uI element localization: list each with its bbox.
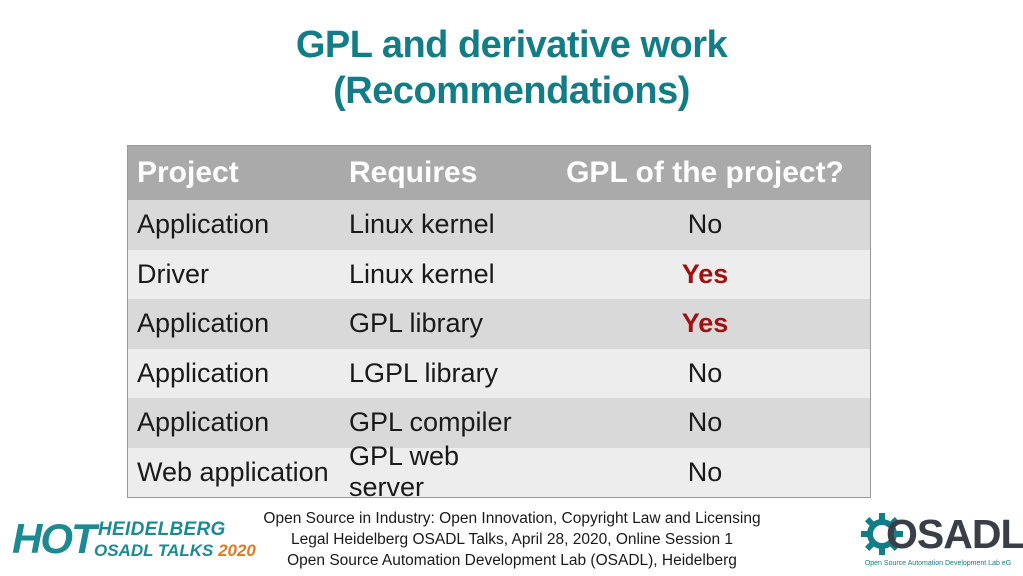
- gear-icon: [861, 513, 903, 555]
- cell-project: Driver: [137, 258, 209, 289]
- slide-footer: Open Source in Industry: Open Innovation…: [250, 508, 774, 571]
- hot-logo-talks: OSADL TALKS 2020: [94, 541, 256, 561]
- cell-gpl: No: [687, 209, 723, 240]
- cell-gpl: No: [687, 357, 723, 388]
- header-project: Project: [137, 156, 239, 189]
- cell-requires: GPL compiler: [349, 407, 512, 438]
- cell-gpl: Yes: [681, 258, 729, 289]
- cell-project: Application: [137, 407, 270, 438]
- table-row: Application LGPL library No: [128, 348, 870, 398]
- hot-logo-letters: HOT: [12, 515, 97, 562]
- table-row: Application GPL library Yes: [128, 299, 870, 349]
- table-row: Web application GPL web server No: [128, 441, 870, 502]
- table-row: Driver Linux kernel Yes: [128, 249, 870, 299]
- header-requires: Requires: [349, 156, 478, 189]
- cell-gpl: Yes: [681, 308, 729, 339]
- osadl-wordmark: OSADL: [886, 511, 1023, 557]
- header-gpl: GPL of the project?: [566, 156, 844, 189]
- footer-line1: Open Source in Industry: Open Innovation…: [263, 510, 761, 527]
- table-header-row: Project Requires GPL of the project?: [128, 146, 870, 200]
- slide-title-line1: GPL and derivative work: [295, 24, 728, 66]
- cell-requires: GPL library: [349, 308, 484, 339]
- slide-title: GPL and derivative work (Recommendations…: [0, 22, 1023, 114]
- heidelberg-hot-logo: HOT HEIDELBERG OSADL TALKS 2020: [12, 515, 256, 563]
- osadl-logo: OSADL Open Source Automation Development…: [858, 506, 1023, 572]
- cell-requires: LGPL library: [349, 357, 499, 388]
- table-row: Application GPL compiler No: [128, 398, 870, 448]
- cell-project: Application: [137, 308, 270, 339]
- recommendations-table: Project Requires GPL of the project? App…: [127, 145, 871, 502]
- footer-line3: Open Source Automation Development Lab (…: [287, 552, 737, 569]
- osadl-tagline: Open Source Automation Development Lab e…: [864, 560, 1012, 567]
- hot-logo-talks-text: OSADL TALKS: [94, 541, 214, 560]
- cell-requires: Linux kernel: [349, 209, 495, 240]
- table-row: Application Linux kernel No: [128, 200, 870, 250]
- cell-project: Application: [137, 209, 270, 240]
- cell-project: Application: [137, 357, 270, 388]
- cell-requires: GPL web server: [349, 441, 460, 503]
- footer-line2: Legal Heidelberg OSADL Talks, April 28, …: [290, 531, 733, 548]
- cell-gpl: No: [687, 456, 723, 487]
- cell-requires: Linux kernel: [349, 258, 495, 289]
- cell-gpl: No: [687, 407, 723, 438]
- hot-logo-year: 2020: [218, 541, 256, 560]
- slide-title-line2: (Recommendations): [333, 70, 690, 112]
- hot-logo-heidelberg: HEIDELBERG: [98, 519, 226, 540]
- cell-project: Web application: [137, 456, 329, 487]
